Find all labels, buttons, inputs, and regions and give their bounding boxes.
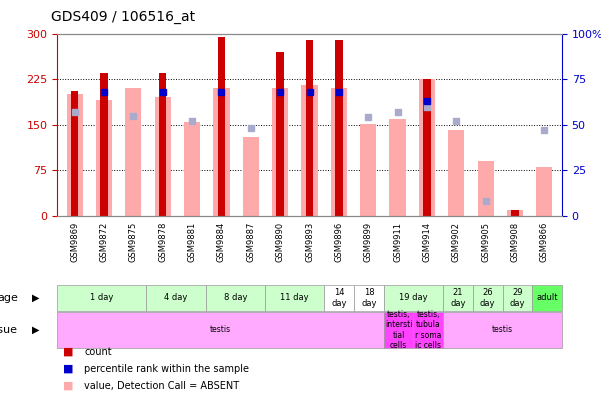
Text: adult: adult xyxy=(536,293,558,303)
Bar xyxy=(100,73,108,216)
Bar xyxy=(218,37,225,216)
Text: 18
day: 18 day xyxy=(361,288,377,308)
Text: testis,
intersti
tial
cells: testis, intersti tial cells xyxy=(385,310,412,350)
Bar xyxy=(511,210,519,216)
Text: ▶: ▶ xyxy=(32,293,40,303)
Text: ■: ■ xyxy=(63,381,73,391)
Text: 21
day: 21 day xyxy=(450,288,466,308)
Bar xyxy=(96,101,112,216)
Bar xyxy=(159,73,166,216)
Text: 19 day: 19 day xyxy=(399,293,428,303)
Text: ■: ■ xyxy=(63,364,73,374)
Text: 8 day: 8 day xyxy=(224,293,247,303)
Bar xyxy=(448,129,465,216)
Bar xyxy=(331,88,347,216)
Bar xyxy=(243,137,259,216)
Text: 14
day: 14 day xyxy=(332,288,347,308)
Bar xyxy=(184,122,200,216)
Bar xyxy=(71,91,78,216)
Bar xyxy=(67,94,83,216)
Text: GDS409 / 106516_at: GDS409 / 106516_at xyxy=(51,10,195,24)
Text: 26
day: 26 day xyxy=(480,288,495,308)
Text: ▶: ▶ xyxy=(32,325,40,335)
Bar xyxy=(276,52,284,216)
Text: count: count xyxy=(84,346,112,357)
Bar xyxy=(335,40,343,216)
Bar xyxy=(272,88,288,216)
Bar xyxy=(423,79,430,216)
Bar xyxy=(126,88,141,216)
Text: percentile rank within the sample: percentile rank within the sample xyxy=(84,364,249,374)
Bar xyxy=(302,85,317,216)
Bar xyxy=(213,88,230,216)
Text: testis: testis xyxy=(210,326,231,334)
Text: ■: ■ xyxy=(63,346,73,357)
Bar xyxy=(306,40,313,216)
Text: 4 day: 4 day xyxy=(164,293,188,303)
Bar xyxy=(536,167,552,216)
Bar xyxy=(389,119,406,216)
Bar xyxy=(478,161,493,216)
Text: 1 day: 1 day xyxy=(90,293,114,303)
Bar xyxy=(154,97,171,216)
Text: age: age xyxy=(0,293,18,303)
Bar xyxy=(360,124,376,216)
Bar xyxy=(507,210,523,216)
Bar xyxy=(419,79,435,216)
Text: 29
day: 29 day xyxy=(510,288,525,308)
Text: 11 day: 11 day xyxy=(280,293,309,303)
Text: testis: testis xyxy=(492,326,513,334)
Text: testis,
tubula
r soma
ic cells: testis, tubula r soma ic cells xyxy=(415,310,442,350)
Text: tissue: tissue xyxy=(0,325,18,335)
Text: value, Detection Call = ABSENT: value, Detection Call = ABSENT xyxy=(84,381,239,391)
